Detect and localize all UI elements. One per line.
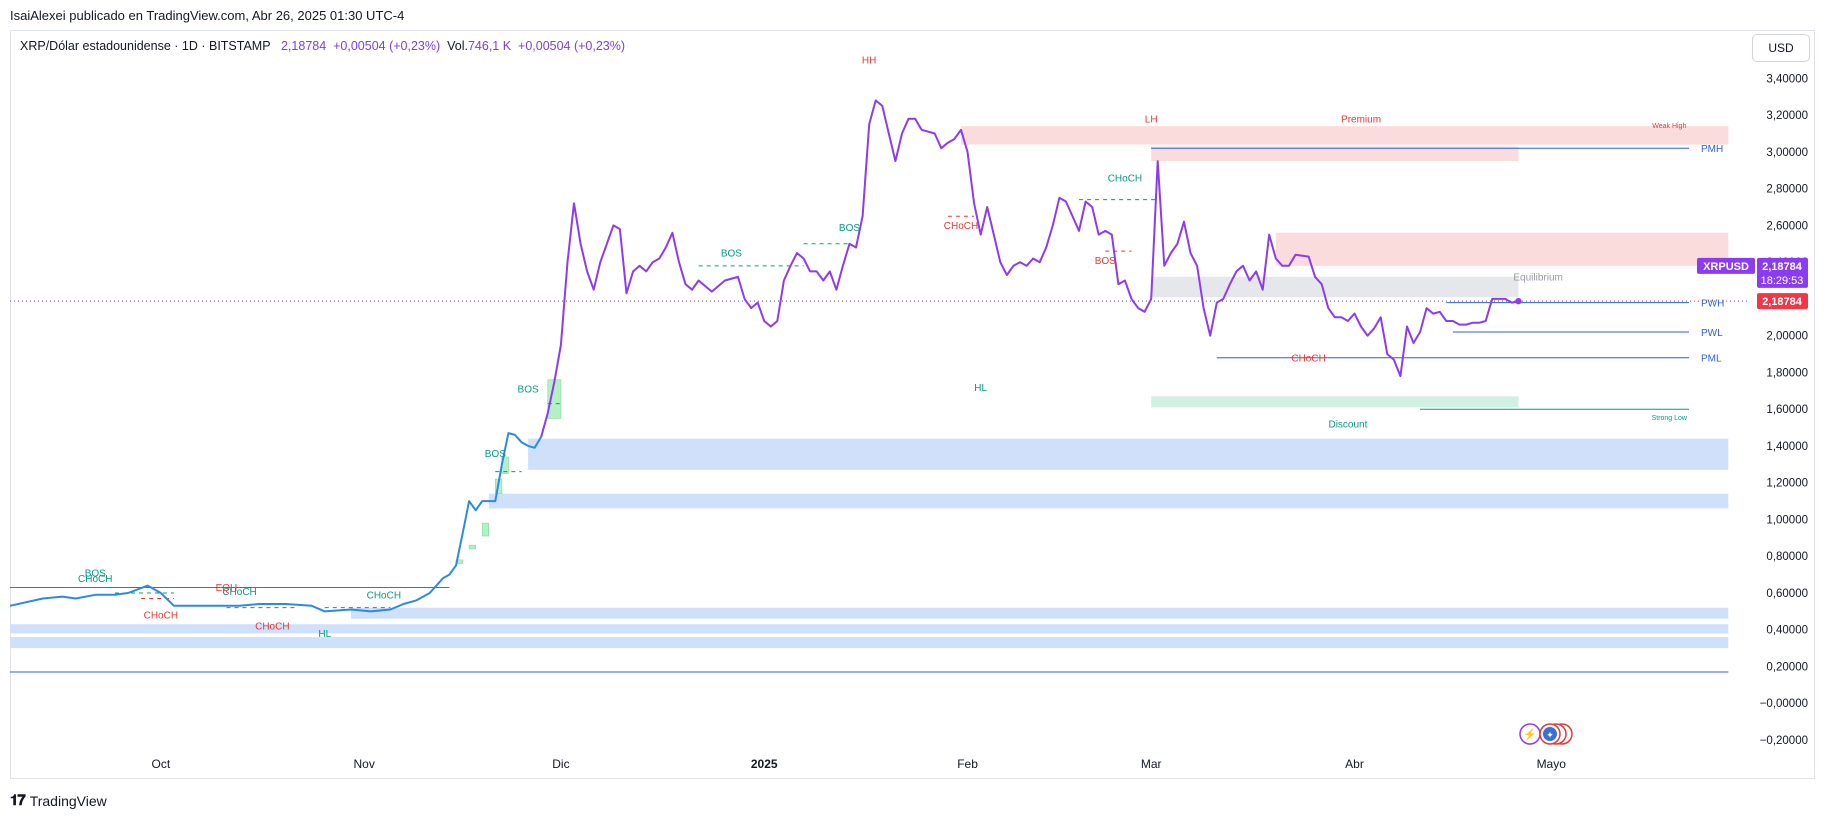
structure-label: CHoCH: [78, 574, 112, 585]
price-countdown: 18:29:53: [1761, 275, 1804, 287]
zone-ob_blue: [10, 637, 1729, 649]
structure-label: LH: [1145, 114, 1158, 125]
structure-label: BOS: [721, 249, 742, 260]
x-tick-label: Dic: [552, 757, 569, 771]
x-tick-label: Oct: [152, 757, 171, 771]
volume-label: Vol.: [447, 39, 468, 53]
x-tick-label: Abr: [1345, 757, 1364, 771]
price-series-line: [9, 432, 543, 613]
last-price: 2,18784: [280, 39, 327, 53]
lightning-icon-glyph: ⚡: [1523, 728, 1537, 741]
y-tick-label: −0,00000: [1760, 698, 1808, 710]
zone-premium: [1275, 232, 1729, 266]
zone-ob_blue: [528, 438, 1729, 470]
structure-label: CHoCH: [367, 590, 401, 601]
y-tick-label: 1,60000: [1766, 404, 1808, 416]
structure-label: HH: [862, 56, 876, 67]
volume-value: 746,1 K: [467, 39, 512, 53]
x-tick-label: Nov: [353, 757, 374, 771]
publication-line: IsaiAlexei publicado en TradingView.com,…: [10, 8, 405, 23]
structure-label: BOS: [85, 568, 106, 579]
structure-label: CHoCH: [144, 611, 178, 622]
zone-green_box: [468, 544, 476, 550]
symbol-tag-bg: [1697, 257, 1755, 274]
us-flag-icon: [1543, 727, 1557, 741]
y-tick-label: 0,20000: [1766, 661, 1808, 673]
y-tick-label: 0,80000: [1766, 551, 1808, 563]
structure-label: CHoCH: [255, 622, 289, 633]
level-label: PML: [1701, 354, 1722, 365]
brand-label: TradingView: [29, 792, 107, 809]
zone-ob_blue: [351, 607, 1729, 619]
y-tick-label: 3,40000: [1766, 73, 1808, 85]
level-label: PWH: [1701, 299, 1724, 310]
structure-label: CHoCH: [222, 587, 256, 598]
structure-label: CHoCH: [944, 221, 978, 232]
y-tick-label: 3,00000: [1766, 147, 1808, 159]
structure-label: BOS: [839, 223, 860, 234]
last-price-tag-bg: [1757, 293, 1808, 310]
y-tick-label: 0,60000: [1766, 588, 1808, 600]
x-tick-label: Mar: [1141, 757, 1162, 771]
structure-label: Equilibrium: [1513, 273, 1562, 284]
symbol-tag-name: XRPUSD: [1703, 261, 1749, 273]
x-tick-label: Feb: [957, 757, 978, 771]
x-tick-label: Mayo: [1537, 757, 1567, 771]
structure-label: Discount: [1328, 420, 1367, 431]
zone-green_box: [481, 522, 490, 537]
y-tick-label: 2,60000: [1766, 220, 1808, 232]
y-tick-label: 3,20000: [1766, 110, 1808, 122]
structure-label: CHoCH: [1291, 353, 1325, 364]
volume-change: +0,00504 (+0,23%): [518, 39, 626, 53]
symbol-title: XRP/Dólar estadounidense · 1D · BITSTAMP: [20, 39, 271, 53]
level-label: PWL: [1701, 328, 1723, 339]
symbol-legend[interactable]: XRP/Dólar estadounidense · 1D · BITSTAMP…: [20, 39, 625, 53]
price-tag-value: 2,18784: [1762, 261, 1803, 273]
structure-label: BOS: [518, 385, 539, 396]
us-flag-glyph: ✦: [1546, 730, 1554, 740]
structure-label: Strong Low: [1652, 415, 1688, 422]
y-tick-label: 1,80000: [1766, 367, 1808, 379]
last-price-point: [1515, 297, 1522, 305]
zone-discount: [1151, 396, 1519, 408]
structure-label: Weak High: [1652, 123, 1686, 130]
y-tick-label: 1,00000: [1766, 514, 1808, 526]
y-tick-label: −0,20000: [1760, 735, 1808, 747]
currency-button[interactable]: USD: [1752, 34, 1810, 62]
level-label: PMH: [1701, 144, 1723, 155]
x-tick-label: 2025: [751, 757, 778, 771]
y-tick-label: 0,40000: [1766, 625, 1808, 637]
structure-label: BOS: [485, 449, 506, 460]
zone-premium: [960, 126, 1729, 145]
y-tick-label: 2,00000: [1766, 331, 1808, 343]
tradingview-brand[interactable]: 𝟏𝟕 TradingView: [10, 792, 107, 809]
zone-equilibrium: [1151, 276, 1519, 298]
structure-label: Premium: [1341, 114, 1381, 125]
y-tick-label: 1,40000: [1766, 441, 1808, 453]
price-series-line: [540, 99, 1519, 438]
zone-ob_blue: [488, 493, 1729, 509]
zone-ob_blue: [10, 624, 1729, 634]
structure-label: HL: [974, 383, 987, 394]
y-tick-label: 2,80000: [1766, 184, 1808, 196]
zone-premium: [1151, 146, 1519, 162]
structure-label: CHoCH: [1108, 173, 1142, 184]
structure-label: BOS: [1095, 256, 1116, 267]
structure-label: EQH: [216, 583, 238, 594]
structure-label: HL: [318, 629, 331, 640]
price-tag-bg: [1757, 257, 1808, 288]
price-change: +0,00504 (+0,23%): [333, 39, 441, 53]
last-price-tag: 2,18784: [1762, 296, 1803, 308]
tradingview-logo-icon: 𝟏𝟕: [10, 792, 26, 809]
y-tick-label: 1,20000: [1766, 478, 1808, 490]
chart-frame: [10, 30, 1815, 779]
